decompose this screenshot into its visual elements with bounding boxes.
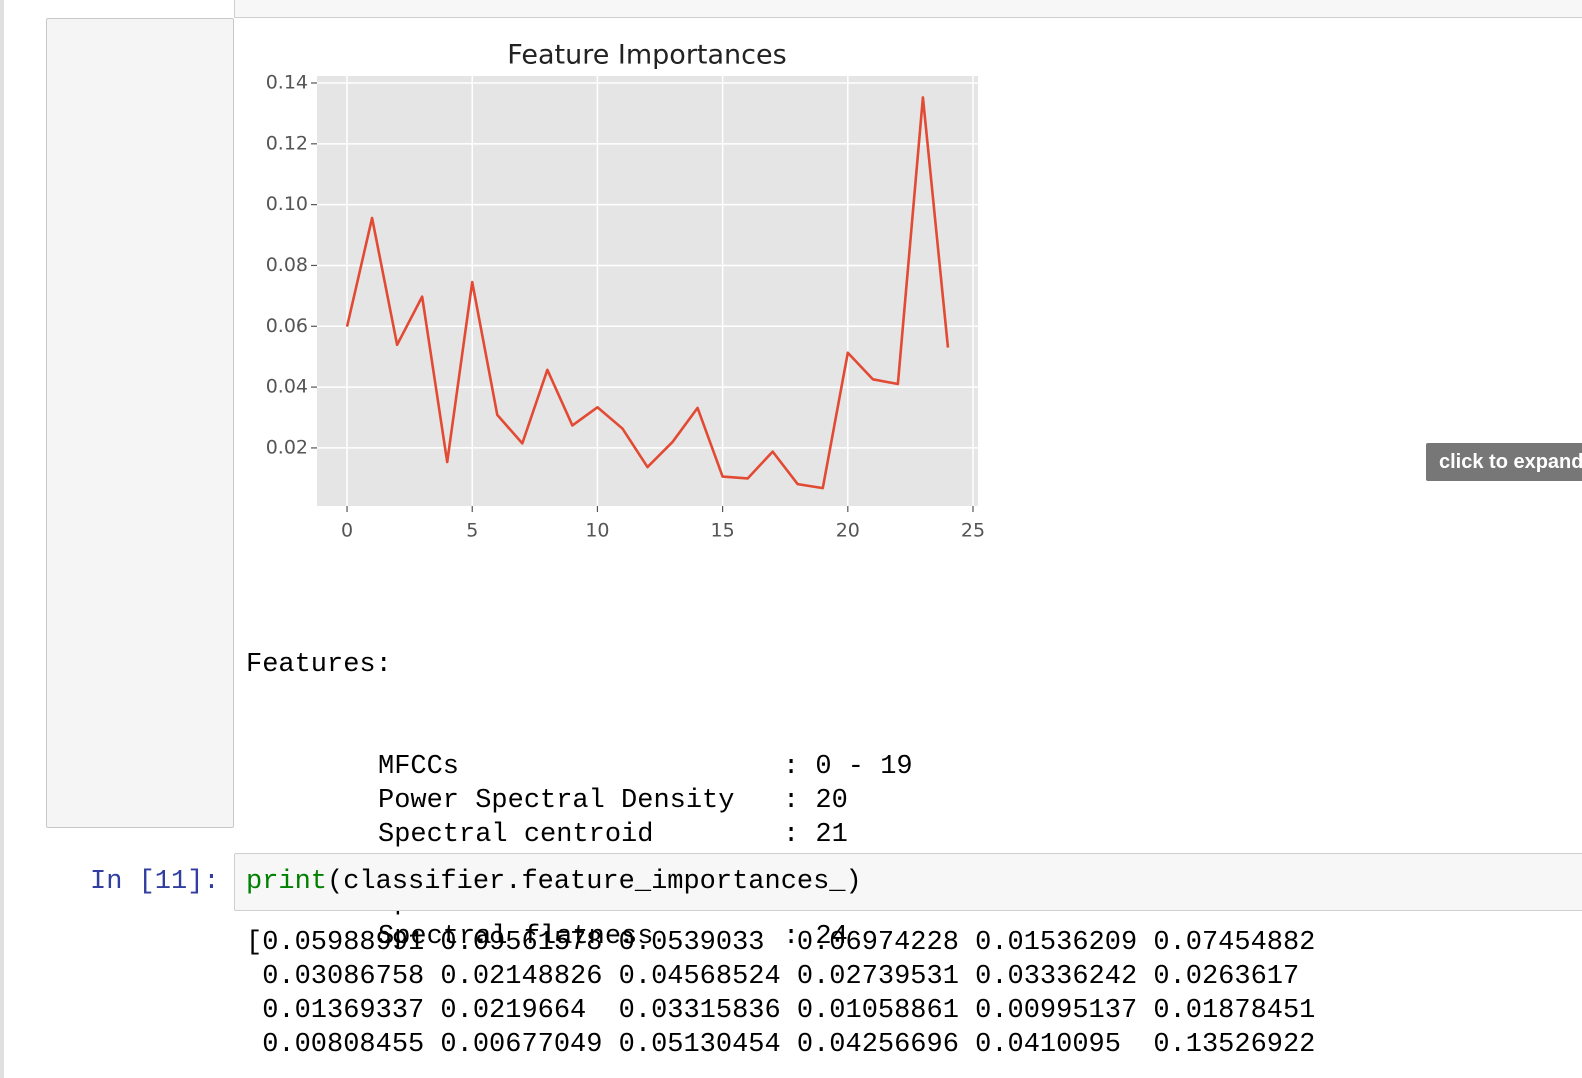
previous-code-cell — [234, 0, 1582, 18]
chart-title: Feature Importances — [507, 40, 786, 71]
tooltip[interactable]: click to expand — [1426, 443, 1582, 481]
feature-name: Spectral flatness — [378, 922, 654, 952]
left-edge — [0, 0, 4, 1078]
output-line: 0.00808455 0.00677049 0.05130454 0.04256… — [246, 1030, 1316, 1060]
output-prompt-area — [46, 18, 234, 828]
y-tick-label: 0.14 — [266, 71, 308, 93]
feature-row: Spectral centroid : 21 — [378, 818, 913, 852]
output-line: [0.05988991 0.09561578 0.0539033 0.06974… — [246, 928, 1316, 958]
code-line: print(classifier.feature_importances_) — [246, 865, 862, 899]
feature-name: Power Spectral Density — [378, 786, 735, 816]
series-line — [345, 96, 950, 490]
x-tick-label: 5 — [466, 520, 478, 542]
feature-index: : 24 — [783, 922, 848, 952]
tooltip-text: click to expand — [1439, 451, 1582, 473]
feature-index: : 21 — [783, 820, 848, 850]
x-tick-label: 0 — [341, 520, 353, 542]
code-cell[interactable] — [234, 853, 1582, 911]
cell-output: [0.05988991 0.09561578 0.0539033 0.06974… — [246, 926, 1315, 1062]
input-prompt: In [11]: — [90, 867, 220, 897]
x-tick-label: 20 — [836, 520, 860, 542]
chart: Feature Importances 0.02 0.04 0.06 0.08 0.10… — [266, 40, 985, 542]
x-tick-label: 25 — [961, 520, 985, 542]
y-tick-label: 0.02 — [266, 436, 308, 458]
y-tick-label: 0.04 — [266, 376, 308, 398]
y-tick-label: 0.10 — [266, 193, 308, 215]
y-tick-label: 0.06 — [266, 315, 308, 337]
output-line: 0.03086758 0.02148826 0.04568524 0.02739… — [246, 962, 1300, 992]
marks — [345, 96, 950, 490]
features-rows: MFCCs: 0 - 19 Power Spectral Density: 20 S… — [246, 750, 913, 954]
feature-row: Spectral flatness : 24 — [378, 920, 913, 954]
feature-row: Power Spectral Density : 20 — [378, 784, 913, 818]
feature-index: : 0 - 19 — [783, 752, 913, 782]
feature-name: MFCCs — [378, 752, 460, 782]
features-heading: Features: — [246, 650, 392, 680]
output-line: 0.01369337 0.0219664 0.03315836 0.010588… — [246, 996, 1316, 1026]
y-tick-label: 0.08 — [266, 254, 308, 276]
code-builtin: print — [246, 867, 328, 897]
grid — [317, 76, 978, 506]
code-text: (classifier.feature_importances_) — [327, 867, 862, 897]
x-tick-label: 15 — [711, 520, 735, 542]
y-tick-label: 0.12 — [266, 132, 308, 154]
feature-index: : 20 — [783, 786, 848, 816]
feature-row: MFCCs : 0 - 19 — [378, 750, 913, 784]
feature-name: Spectral centroid — [378, 820, 654, 850]
x-tick-label: 10 — [585, 520, 609, 542]
plot-area — [317, 76, 978, 506]
